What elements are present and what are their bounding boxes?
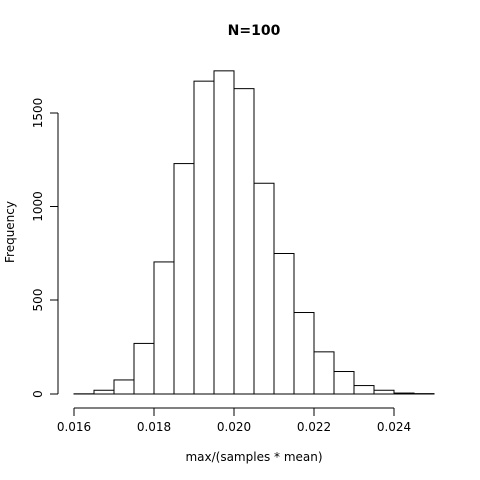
histogram-bar-13 [333, 371, 355, 395]
x-tick-label-3: 0.022 [297, 420, 331, 434]
x-tick-label-2: 0.020 [217, 420, 251, 434]
y-tick-label-1: 500 [31, 289, 45, 312]
histogram-bar-9 [253, 182, 275, 395]
bars-group [73, 70, 435, 395]
histogram-bar-16 [393, 392, 415, 395]
x-tick-label-1: 0.018 [137, 420, 171, 434]
y-tick-label-0: 0 [31, 390, 45, 398]
histogram-bar-3 [133, 342, 155, 395]
histogram-bar-15 [373, 389, 395, 395]
histogram-bar-12 [313, 351, 335, 395]
histogram-bar-4 [153, 261, 175, 395]
histogram-bar-2 [113, 379, 135, 395]
histogram-bar-1 [93, 389, 115, 395]
y-tick-label-3: 1500 [31, 98, 45, 129]
y-ticks-group: 0 500 1000 1500 [31, 98, 58, 398]
x-ticks-group: 0.016 0.018 0.020 0.022 0.024 [57, 408, 411, 434]
histogram-bar-10 [273, 253, 295, 395]
y-axis-label: Frequency [3, 201, 17, 263]
x-axis-label: max/(samples * mean) [185, 450, 322, 464]
histogram-bar-8 [233, 88, 255, 395]
histogram-bar-6 [193, 80, 215, 395]
histogram-bar-5 [173, 163, 195, 395]
x-tick-label-0: 0.016 [57, 420, 91, 434]
x-tick-label-4: 0.024 [377, 420, 411, 434]
histogram-bar-14 [353, 385, 375, 395]
y-tick-label-2: 1000 [31, 191, 45, 222]
chart-title: N=100 [228, 23, 281, 39]
histogram-bar-11 [293, 312, 315, 395]
histogram-bar-7 [213, 70, 235, 395]
